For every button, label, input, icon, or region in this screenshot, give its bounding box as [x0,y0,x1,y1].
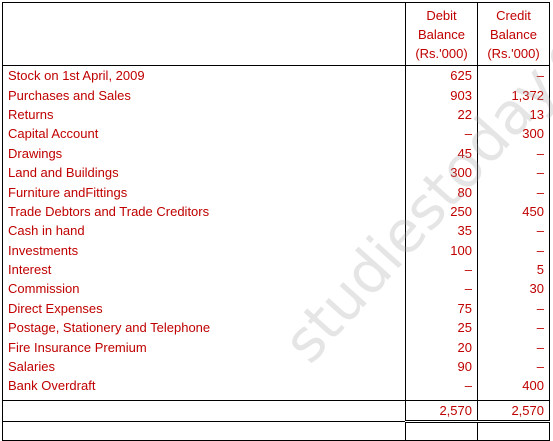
header-credit-line-3: (Rs.'000) [487,45,540,61]
row-debit: 20 [405,337,478,357]
table-row: Fire Insurance Premium 20– [2,337,550,357]
row-label: Postage, Stationery and Telephone [2,318,406,338]
row-credit: – [477,221,550,241]
row-credit: – [477,182,550,202]
row-debit: 35 [405,221,478,241]
table-row: Direct Expenses 75– [2,298,550,319]
row-label: Stock on 1st April, 2009 [2,65,406,86]
row-debit: – [405,124,478,144]
row-credit: 30 [477,279,550,299]
spacer-row [2,395,550,401]
header-debit-line-3: (Rs.'000) [415,45,468,61]
header-debit: Debit Balance (Rs.'000) [405,2,478,66]
header-row: Debit Balance (Rs.'000) Credit Balance (… [2,2,550,66]
totals-label [2,399,406,422]
row-debit: 22 [405,104,478,125]
table-row: Returns 22 13 [2,104,550,125]
row-label: Furniture andFittings [2,182,406,202]
row-debit: 625 [405,65,478,86]
row-label: Trade Debtors and Trade Creditors [2,201,406,222]
row-label: Land and Buildings [2,162,406,183]
spacer-cell [405,395,478,401]
row-label: Direct Expenses [2,298,406,319]
header-credit-line-1: Credit [496,7,531,23]
row-debit: 250 [405,201,478,222]
spacer-cell [477,395,550,401]
header-particulars [2,2,406,66]
row-debit: – [405,259,478,280]
row-credit: – [477,65,550,86]
row-debit: 80 [405,182,478,202]
row-label: Bank Overdraft [2,376,406,396]
table-row: Stock on 1st April, 2009 625– [2,65,550,86]
row-debit: 903 [405,85,478,105]
row-credit: 1,372 [477,85,550,105]
table-row: Salaries 90– [2,356,550,377]
header-debit-line-2: Balance [418,26,465,42]
row-credit: 13 [477,104,550,125]
row-credit: – [477,356,550,377]
table-row: Commission –30 [2,279,550,299]
table-row: Capital Account –300 [2,124,550,144]
table-row: Trade Debtors and Trade Creditors 250 450 [2,201,550,222]
row-credit: – [477,298,550,319]
table-row: Interest –5 [2,259,550,280]
header-credit: Credit Balance (Rs.'000) [477,2,550,66]
row-credit: – [477,143,550,163]
row-label: Drawings [2,143,406,163]
blank-cell [477,421,550,441]
row-credit: – [477,318,550,338]
row-label: Investments [2,240,406,260]
row-label: Fire Insurance Premium [2,337,406,357]
table-row: Postage, Stationery and Telephone 25– [2,318,550,338]
table-row: Purchases and Sales 903 1,372 [2,85,550,105]
row-debit: 75 [405,298,478,319]
row-label: Returns [2,104,406,125]
table-row: Land and Buildings 300– [2,162,550,183]
row-label: Cash in hand [2,221,406,241]
row-debit: 90 [405,356,478,377]
table-row: Bank Overdraft –400 [2,376,550,396]
table-row: Drawings 45– [2,143,550,163]
row-credit: – [477,162,550,183]
blank-row [2,421,550,441]
row-label: Capital Account [2,124,406,144]
totals-debit: 2,570 [405,399,478,423]
row-debit: 100 [405,240,478,260]
blank-cell [405,421,478,441]
totals-credit: 2,570 [477,399,550,423]
table-row: Furniture andFittings 80– [2,182,550,202]
row-credit: 5 [477,259,550,280]
row-debit: 45 [405,143,478,163]
row-credit: 450 [477,201,550,222]
row-credit: 300 [477,124,550,144]
row-debit: – [405,376,478,396]
row-credit: – [477,240,550,260]
header-debit-line-1: Debit [426,7,457,23]
row-debit: – [405,279,478,299]
row-label: Purchases and Sales [2,85,406,105]
row-debit: 300 [405,162,478,183]
row-debit: 25 [405,318,478,338]
table-row: Investments 100– [2,240,550,260]
row-label: Commission [2,279,406,299]
spacer-cell [2,395,406,401]
row-credit: – [477,337,550,357]
row-label: Interest [2,259,406,280]
table-row: Cash in hand 35– [2,221,550,241]
row-credit: 400 [477,376,550,396]
header-credit-line-2: Balance [490,26,537,42]
row-label: Salaries [2,356,406,377]
blank-cell [2,421,406,441]
totals-row: 2,570 2,570 [2,399,550,423]
